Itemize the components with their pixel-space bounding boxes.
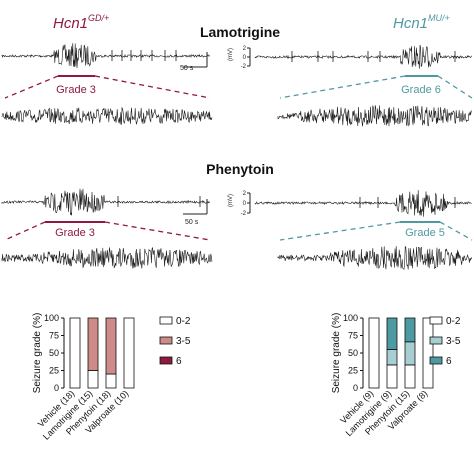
legend-label: 0-2 — [176, 316, 191, 327]
time-scalebar-1-label: 50 s — [180, 65, 194, 72]
trace-phe-mu-overview — [254, 190, 472, 217]
trace-phe-gd-overview — [1, 188, 210, 216]
phenytoin-heading: Phenytoin — [206, 161, 274, 177]
trace-lam-mu-overview — [254, 44, 472, 69]
mv-axis-2-tick-top: 2 — [243, 191, 247, 197]
bar-segment — [404, 341, 416, 366]
y-tick-label: 25 — [348, 366, 358, 376]
mv-axis-2: (mV) 2 0 -2 — [228, 191, 251, 217]
trace-phe-mu-zoom — [277, 246, 473, 270]
legend-swatch — [159, 356, 173, 365]
legend-label: 6 — [446, 356, 452, 367]
grade-label-lam-gd: Grade 3 — [56, 84, 96, 96]
y-axis-label: Seizure grade (%) — [331, 313, 342, 394]
y-tick-label: 0 — [54, 383, 59, 393]
y-tick-label: 50 — [49, 348, 59, 358]
legend-label: 6 — [176, 356, 182, 367]
y-tick-label: 0 — [353, 383, 358, 393]
bar-segment — [87, 317, 99, 371]
hcn-gd-label: Hcn1GD/+ — [53, 13, 109, 32]
legend-label: 0-2 — [446, 316, 461, 327]
bar-segment — [123, 317, 135, 389]
hcn-gd-superscript: GD/+ — [88, 13, 109, 23]
bar-segment — [386, 349, 398, 366]
y-tick-label: 100 — [343, 313, 358, 323]
legend-swatch — [429, 336, 443, 345]
legend-swatch — [159, 316, 173, 325]
grade-label-phe-gd: Grade 3 — [55, 227, 95, 239]
trace-lam-mu-zoom — [277, 105, 473, 127]
legend-label: 3-5 — [176, 336, 191, 347]
legend-swatch — [429, 356, 443, 365]
mv-axis-1-tick-bottom: -2 — [241, 64, 247, 70]
legend-label: 3-5 — [446, 336, 461, 347]
legend-swatch — [159, 336, 173, 345]
y-tick-label: 50 — [348, 348, 358, 358]
zoom-phenytoin-gd: Grade 3 — [4, 221, 211, 241]
time-scalebar-2-label: 50 s — [185, 219, 199, 226]
trace-lam-gd-overview — [1, 43, 210, 69]
mv-axis-1-unit: (mV) — [228, 48, 234, 61]
y-axis-label: Seizure grade (%) — [32, 313, 43, 394]
mv-axis-2-tick-mid: 0 — [243, 201, 247, 207]
zoom-phenytoin-mu: Grade 5 — [279, 221, 473, 241]
grade-label-phe-mu: Grade 5 — [405, 227, 445, 239]
hcn-mu-superscript: MU/+ — [428, 13, 450, 23]
bar-segment — [87, 370, 99, 389]
bar-segment — [386, 317, 398, 350]
zoom-lamotrigine-gd: Grade 3 — [4, 75, 211, 99]
bar-segment — [105, 317, 117, 375]
bar-segment — [404, 317, 416, 343]
mv-axis-2-tick-bottom: -2 — [241, 211, 247, 217]
bar-segment — [69, 317, 81, 389]
mv-axis-1: (mV) 2 0 -2 — [228, 46, 251, 70]
y-tick-label: 75 — [49, 331, 59, 341]
eeg-traces — [1, 43, 473, 270]
grade-label-lam-mu: Grade 6 — [401, 84, 441, 96]
bar-segment — [368, 317, 380, 389]
mv-axis-1-tick-mid: 0 — [243, 55, 247, 61]
trace-phe-gd-zoom — [1, 246, 213, 269]
mv-axis-2-unit: (mV) — [228, 194, 234, 207]
bar-segment — [386, 364, 398, 389]
y-tick-label: 25 — [49, 366, 59, 376]
y-tick-label: 75 — [348, 331, 358, 341]
legend-swatch — [429, 316, 443, 325]
y-tick-label: 100 — [44, 313, 59, 323]
lamotrigine-heading: Lamotrigine — [200, 24, 280, 40]
zoom-lamotrigine-mu: Grade 6 — [279, 75, 473, 99]
bar-segment — [404, 364, 416, 389]
trace-lam-gd-zoom — [1, 106, 213, 125]
hcn-mu-label: Hcn1MU/+ — [393, 13, 450, 32]
bar-segment — [422, 317, 434, 389]
mv-axis-1-tick-top: 2 — [243, 46, 247, 52]
bar-segment — [105, 373, 117, 389]
